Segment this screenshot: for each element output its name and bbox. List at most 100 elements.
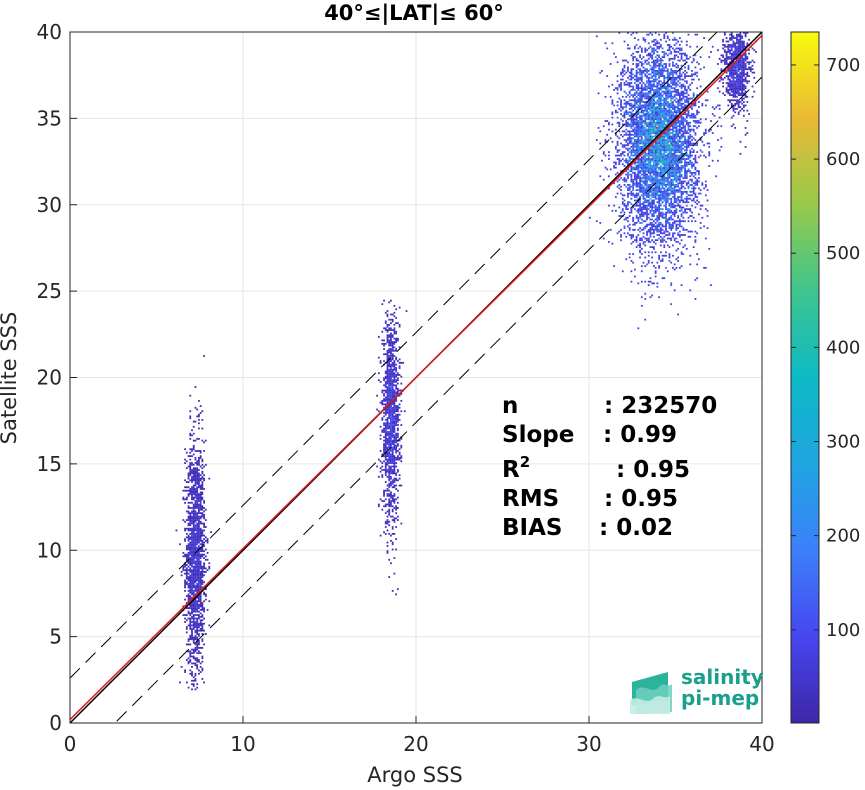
density-cell xyxy=(187,536,190,539)
density-cell xyxy=(639,128,641,131)
density-cell xyxy=(635,106,638,109)
density-cell xyxy=(198,474,200,477)
density-cell xyxy=(659,211,662,214)
density-cell xyxy=(395,387,398,390)
density-cell xyxy=(663,114,666,117)
density-cell xyxy=(651,146,654,148)
density-cell xyxy=(192,524,195,527)
density-cell xyxy=(199,555,202,558)
density-cell xyxy=(635,185,638,188)
density-cell xyxy=(386,455,389,458)
density-cell xyxy=(395,484,398,487)
density-cell xyxy=(658,66,660,69)
density-cell xyxy=(384,403,387,406)
density-cell xyxy=(199,496,202,499)
density-cell xyxy=(651,85,654,88)
density-cell xyxy=(653,109,655,112)
density-cell xyxy=(689,130,692,133)
density-cell xyxy=(670,156,673,159)
density-cell xyxy=(386,494,389,497)
density-cell xyxy=(635,63,638,65)
density-cell xyxy=(646,133,648,136)
density-cell xyxy=(395,317,398,319)
density-cell xyxy=(663,106,666,109)
density-cell xyxy=(396,393,399,395)
density-cell xyxy=(184,598,186,601)
density-cell xyxy=(675,156,678,159)
density-cell xyxy=(673,140,676,143)
density-cell xyxy=(682,102,685,105)
density-cell xyxy=(388,372,391,375)
density-cell xyxy=(196,463,199,466)
density-cell xyxy=(678,199,681,202)
density-cell xyxy=(391,403,394,406)
density-cell xyxy=(646,85,648,88)
density-cell xyxy=(656,78,659,81)
density-cell xyxy=(654,227,657,230)
density-cell xyxy=(194,579,197,582)
density-cell xyxy=(647,228,650,231)
density-cell xyxy=(673,78,676,81)
density-cell xyxy=(666,171,669,174)
density-cell xyxy=(633,184,636,186)
density-cell xyxy=(627,203,629,205)
density-cell xyxy=(187,607,190,610)
density-cell xyxy=(659,241,662,243)
density-cell xyxy=(661,140,664,143)
density-cell xyxy=(393,341,396,344)
density-cell xyxy=(633,163,636,166)
density-cell xyxy=(621,270,624,273)
density-cell xyxy=(199,593,202,596)
density-cell xyxy=(187,662,190,665)
density-cell xyxy=(647,118,650,121)
density-cell xyxy=(678,187,681,190)
density-cell xyxy=(710,128,712,131)
density-cell xyxy=(656,111,659,114)
density-cell xyxy=(682,177,685,179)
density-cell xyxy=(395,418,398,421)
density-cell xyxy=(187,640,190,642)
density-cell xyxy=(684,166,686,169)
density-cell xyxy=(384,405,387,407)
density-cell xyxy=(384,439,387,442)
density-cell xyxy=(672,82,674,84)
density-cell xyxy=(616,149,619,152)
density-cell xyxy=(628,184,631,186)
density-cell xyxy=(670,209,673,212)
density-cell xyxy=(203,567,206,570)
density-cell xyxy=(677,182,680,185)
density-cell xyxy=(687,57,690,60)
density-cell xyxy=(194,576,197,578)
density-cell xyxy=(670,163,673,166)
density-cell xyxy=(644,187,647,190)
density-cell xyxy=(185,519,188,521)
density-cell xyxy=(644,121,647,124)
density-cell xyxy=(678,147,681,150)
density-cell xyxy=(644,201,647,204)
density-cell xyxy=(627,133,629,136)
density-cell xyxy=(682,211,685,214)
density-cell xyxy=(656,215,659,217)
density-cell xyxy=(395,432,398,435)
density-cell xyxy=(637,152,640,155)
density-cell xyxy=(192,491,195,494)
density-cell xyxy=(623,204,626,207)
density-cell xyxy=(391,391,394,394)
density-cell xyxy=(701,104,704,107)
density-cell xyxy=(606,168,609,171)
density-cell xyxy=(699,154,702,157)
density-cell xyxy=(661,113,664,115)
density-cell xyxy=(672,196,674,198)
density-cell xyxy=(666,168,669,171)
density-cell xyxy=(659,182,662,185)
density-cell xyxy=(699,85,702,88)
density-cell xyxy=(653,128,655,131)
density-cell xyxy=(646,116,648,119)
density-cell xyxy=(390,406,392,409)
density-cell xyxy=(640,111,643,114)
density-cell xyxy=(694,166,697,169)
density-cell xyxy=(187,465,190,468)
density-cell xyxy=(720,137,723,140)
density-cell xyxy=(388,439,391,442)
density-cell xyxy=(198,532,200,535)
